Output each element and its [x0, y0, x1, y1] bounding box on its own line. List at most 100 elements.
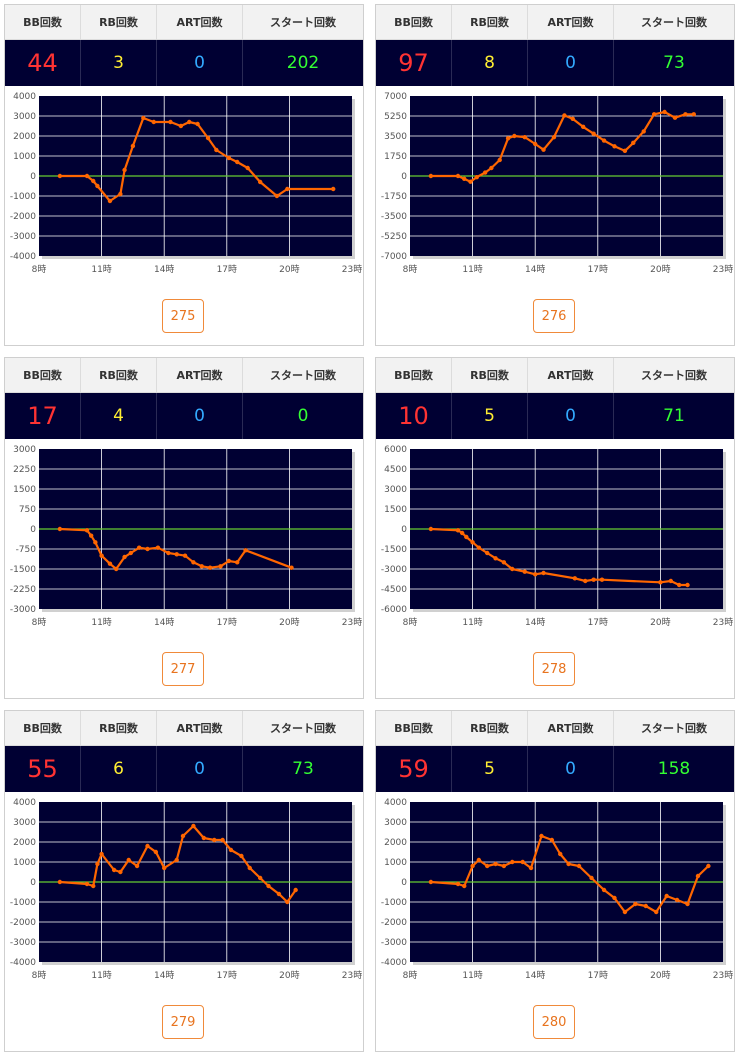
data-point — [683, 112, 688, 117]
data-point — [126, 857, 131, 863]
data-point — [510, 859, 515, 865]
data-point — [128, 550, 134, 556]
machine-number-button[interactable]: 275 — [162, 299, 204, 333]
x-tick-label: 20時 — [650, 264, 670, 275]
art-count: 0 — [528, 40, 614, 86]
slump-chart: 4000 3000 2000 1000 0 -1000 -2000 -3000 -4000 8時 1… — [381, 798, 733, 981]
bb-count: 59 — [376, 746, 452, 792]
art-count: 0 — [157, 393, 243, 439]
data-point — [533, 572, 538, 577]
data-point — [510, 566, 515, 572]
data-point — [651, 112, 657, 117]
data-point — [122, 554, 127, 560]
slump-chart: 6000 4500 3000 1500 0 -1500 -3000 -4500 -6000 8時 1… — [381, 445, 733, 628]
x-tick-label: 11時 — [91, 970, 111, 981]
data-point — [99, 553, 104, 558]
y-tick-label: 1000 — [13, 858, 36, 868]
x-tick-label: 23時 — [713, 264, 733, 275]
data-point — [166, 550, 171, 556]
y-tick-label: 6000 — [384, 445, 407, 455]
series-line — [430, 834, 710, 914]
y-tick-label: -4500 — [381, 585, 407, 595]
data-point — [91, 883, 96, 889]
rb-header: RB回数 — [81, 358, 157, 392]
stats-value-row: 10 5 0 71 — [376, 393, 734, 439]
data-point — [493, 861, 498, 867]
x-tick-label: 14時 — [154, 264, 174, 275]
data-point — [266, 883, 271, 889]
stats-value-row: 44 3 0 202 — [5, 40, 363, 86]
machine-number-button[interactable]: 276 — [533, 299, 575, 333]
x-tick-label: 8時 — [403, 617, 418, 628]
y-tick-label: 2250 — [13, 465, 36, 475]
rb-count: 4 — [81, 393, 157, 439]
data-point — [428, 173, 434, 179]
x-tick-label: 20時 — [650, 617, 670, 628]
rb-count: 5 — [452, 746, 528, 792]
series-line — [59, 824, 297, 904]
data-point — [520, 859, 525, 865]
data-point — [583, 578, 588, 584]
data-point — [57, 879, 63, 885]
y-tick-label: -3000 — [10, 605, 36, 615]
data-point — [84, 528, 90, 533]
y-tick-label: 0 — [401, 878, 407, 888]
x-tick-label: 17時 — [588, 264, 608, 275]
data-point — [276, 891, 282, 897]
data-point — [566, 861, 571, 867]
data-point — [522, 569, 527, 574]
data-point — [631, 140, 636, 146]
y-tick-label: 0 — [30, 172, 36, 182]
data-point — [589, 875, 594, 881]
data-point — [201, 835, 207, 841]
x-tick-label: 17時 — [217, 264, 237, 275]
x-tick-label: 8時 — [403, 970, 418, 981]
y-tick-label: 3000 — [13, 112, 36, 122]
data-point — [462, 883, 467, 889]
y-tick-label: 1500 — [384, 505, 407, 515]
data-point — [151, 119, 156, 125]
y-tick-label: -6000 — [381, 605, 407, 615]
y-tick-label: 5250 — [384, 112, 407, 122]
data-point — [476, 545, 482, 550]
data-point — [235, 159, 240, 165]
y-tick-label: -1000 — [10, 192, 36, 202]
y-tick-label: -2000 — [10, 212, 36, 222]
y-tick-label: -3500 — [381, 212, 407, 222]
stats-table: BB回数 RB回数 ART回数 スタート回数 59 5 0 158 — [376, 711, 734, 792]
stats-table: BB回数 RB回数 ART回数 スタート回数 10 5 0 71 — [376, 358, 734, 439]
machine-number-button[interactable]: 277 — [162, 652, 204, 686]
x-tick-label: 17時 — [588, 617, 608, 628]
y-tick-label: -2000 — [10, 918, 36, 928]
stats-table: BB回数 RB回数 ART回数 スタート回数 97 8 0 73 — [376, 5, 734, 86]
y-tick-label: 4000 — [13, 92, 36, 102]
y-tick-label: 0 — [30, 878, 36, 888]
data-point — [685, 582, 690, 588]
data-point — [654, 909, 659, 915]
machine-number-button[interactable]: 278 — [533, 652, 575, 686]
data-point — [549, 837, 555, 843]
y-tick-label: 1750 — [384, 152, 407, 162]
y-tick-label: 1000 — [384, 858, 407, 868]
data-point — [505, 136, 511, 141]
machine-number-button[interactable]: 279 — [162, 1005, 204, 1039]
stats-header-row: BB回数 RB回数 ART回数 スタート回数 — [376, 358, 734, 393]
x-tick-label: 23時 — [342, 264, 362, 275]
machine-number-button[interactable]: 280 — [533, 1005, 575, 1039]
x-tick-label: 11時 — [462, 970, 482, 981]
data-point — [474, 174, 479, 180]
x-tick-label: 23時 — [342, 970, 362, 981]
x-tick-label: 17時 — [217, 617, 237, 628]
data-point — [501, 560, 507, 565]
data-point — [455, 173, 461, 179]
x-tick-label: 14時 — [525, 970, 545, 981]
data-point — [591, 131, 596, 136]
data-point — [274, 193, 280, 199]
rb-header: RB回数 — [81, 711, 157, 745]
rb-count: 3 — [81, 40, 157, 86]
bb-count: 10 — [376, 393, 452, 439]
data-point — [207, 565, 213, 570]
data-point — [551, 134, 557, 140]
start-count: 158 — [657, 759, 691, 779]
